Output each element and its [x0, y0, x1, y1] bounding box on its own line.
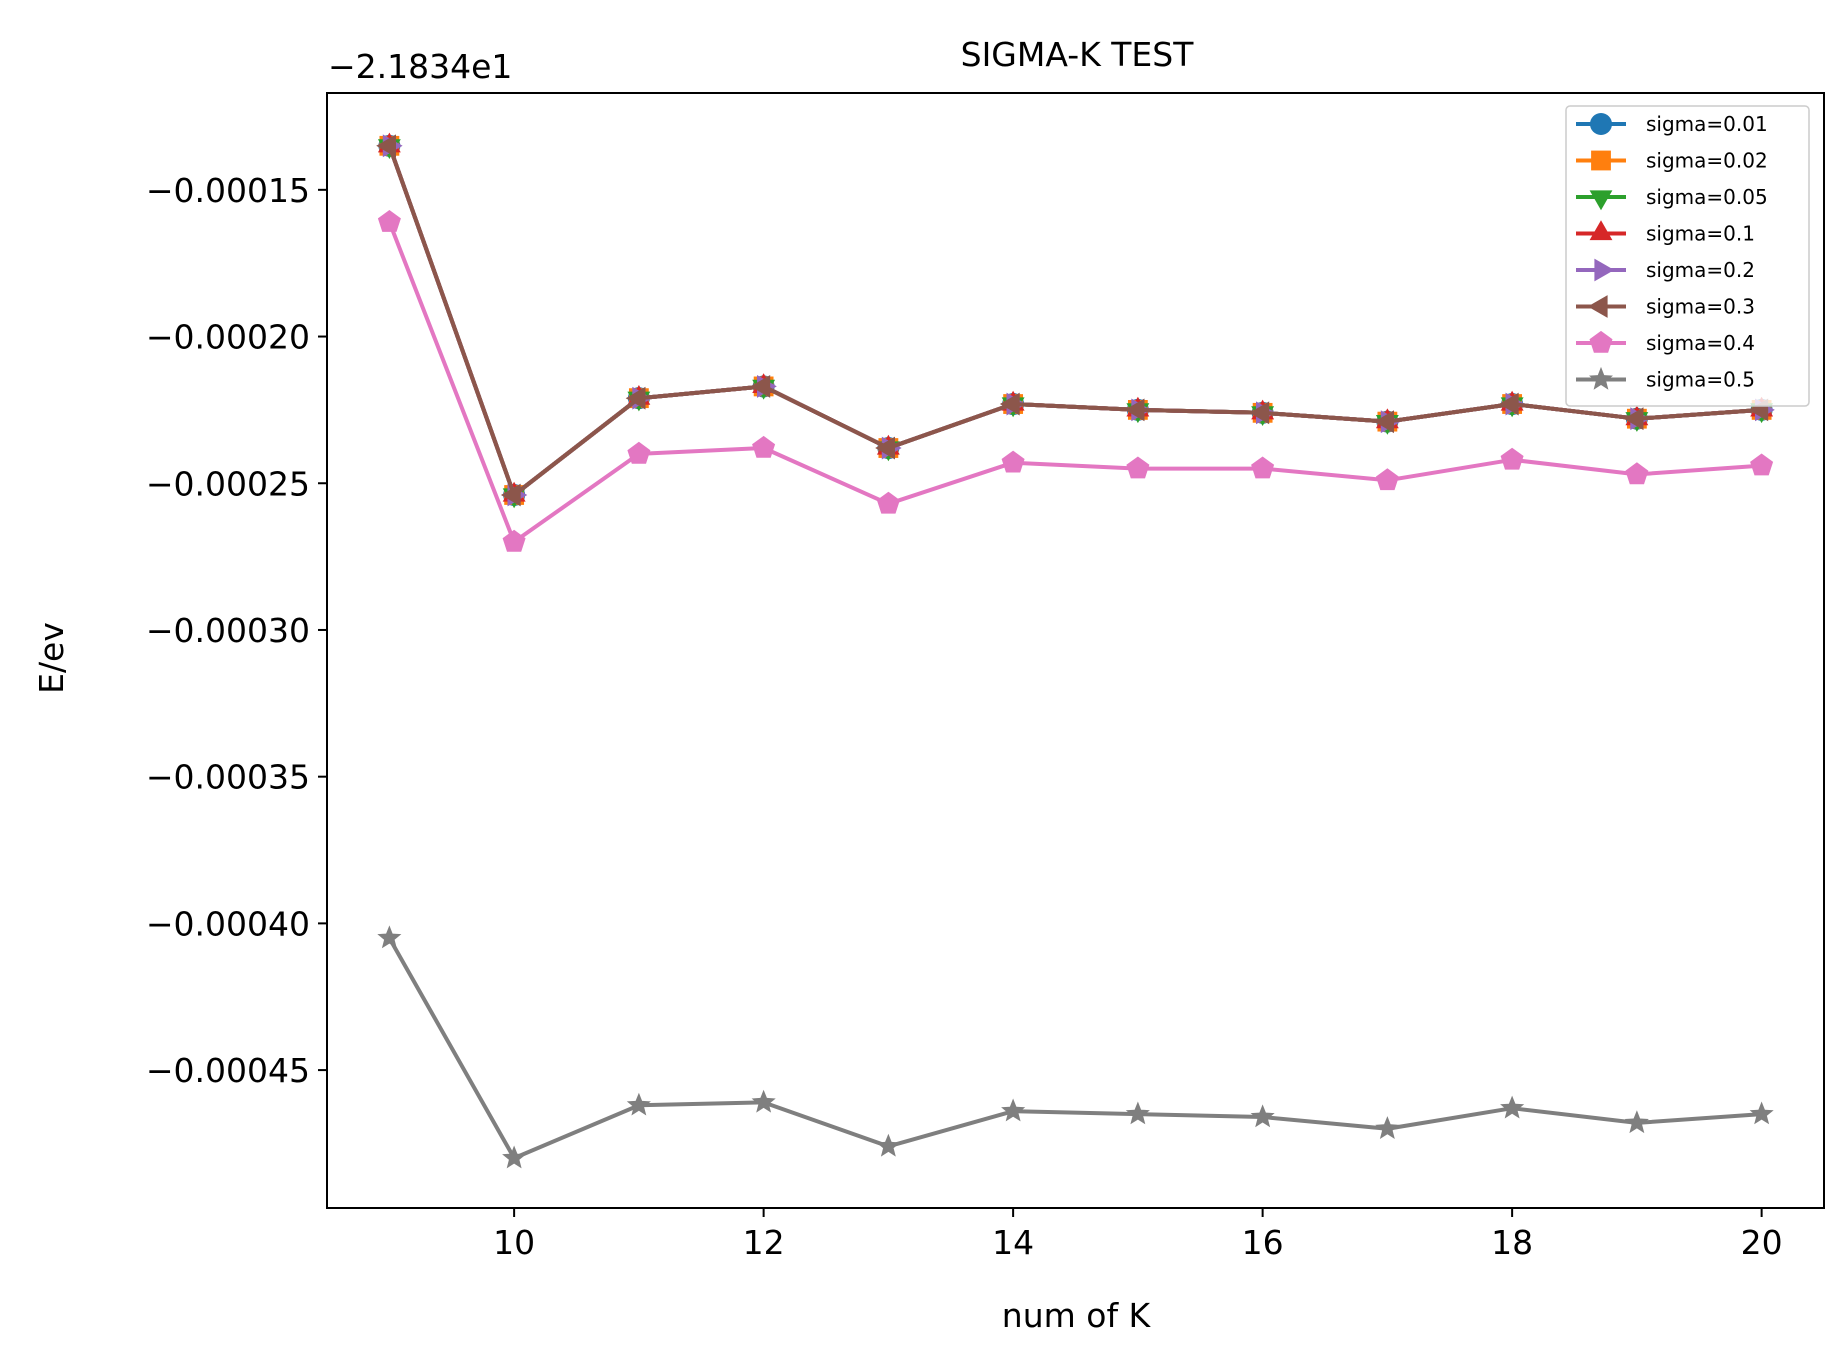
- y-tick-label: −0.00040: [146, 904, 310, 943]
- x-tick-label: 14: [992, 1223, 1034, 1262]
- data-point: [876, 1133, 901, 1157]
- data-point: [876, 491, 900, 514]
- x-tick-label: 20: [1741, 1223, 1783, 1262]
- data-point: [377, 210, 401, 232]
- x-tick-label: 12: [743, 1223, 785, 1262]
- data-point: [1001, 1098, 1026, 1122]
- data-point: [1001, 450, 1025, 473]
- data-point: [1624, 1110, 1649, 1134]
- data-point: [1625, 462, 1649, 485]
- data-point: [999, 392, 1020, 416]
- y-tick-label: −0.00020: [146, 318, 310, 357]
- legend-box: [1565, 105, 1810, 407]
- series-sigma=0.5: [377, 925, 1774, 1169]
- data-point: [752, 435, 776, 458]
- x-tick-label: 16: [1242, 1223, 1284, 1262]
- legend-item: sigma=0.01: [1576, 112, 1768, 136]
- legend-marker: [1589, 330, 1613, 353]
- x-tick-label: 10: [493, 1223, 535, 1262]
- data-point: [875, 436, 895, 460]
- y-tick-label: −0.00035: [146, 758, 310, 797]
- legend-marker: [1589, 220, 1613, 241]
- legend-item: sigma=0.5: [1576, 366, 1755, 392]
- legend-label: sigma=0.1: [1646, 222, 1755, 246]
- data-point: [750, 375, 771, 398]
- legend: sigma=0.01 sigma=0.02 sigma=0.05 sigma=0.1 s…: [1565, 105, 1810, 407]
- data-point: [1750, 453, 1774, 476]
- legend-marker: [1591, 150, 1611, 171]
- data-point: [1749, 1101, 1774, 1125]
- y-offset-label: −2.1834e1: [328, 47, 512, 86]
- data-point: [1375, 468, 1399, 491]
- legend-item: sigma=0.4: [1576, 330, 1755, 355]
- legend-item: sigma=0.1: [1576, 220, 1755, 246]
- x-tick-label: 18: [1491, 1223, 1533, 1262]
- data-point: [1500, 447, 1524, 470]
- legend-marker: [1589, 366, 1613, 390]
- data-point: [502, 1145, 527, 1169]
- legend-marker: [1594, 258, 1615, 282]
- legend-item: sigma=0.3: [1576, 295, 1755, 319]
- data-point: [1374, 410, 1394, 434]
- legend-item: sigma=0.05: [1576, 185, 1768, 211]
- data-point: [1124, 398, 1145, 422]
- y-tick-label: −0.00025: [146, 464, 310, 503]
- data-point: [625, 386, 646, 410]
- data-point: [627, 441, 651, 464]
- y-tick-label: −0.00030: [146, 611, 310, 650]
- data-point: [502, 529, 526, 552]
- series-line: [387, 221, 1762, 544]
- legend-label: sigma=0.5: [1646, 368, 1755, 392]
- data-point: [1125, 1101, 1150, 1125]
- data-point: [751, 1089, 776, 1113]
- x-axis-label: num of K: [1002, 1296, 1152, 1335]
- legend-item: sigma=0.2: [1576, 258, 1755, 282]
- series-sigma=0.3: [376, 134, 1769, 507]
- data-point: [1126, 456, 1150, 479]
- data-point: [626, 1092, 651, 1116]
- x-axis: 10 12 14 16 18 20: [493, 1208, 1783, 1262]
- legend-label: sigma=0.2: [1646, 258, 1755, 282]
- data-point: [1500, 1095, 1525, 1119]
- data-point: [1498, 392, 1519, 416]
- y-axis: −0.00015 −0.00020 −0.00025 −0.00030 −0.00035…: [146, 171, 327, 1090]
- legend-item: sigma=0.02: [1576, 149, 1768, 173]
- legend-label: sigma=0.02: [1646, 149, 1768, 173]
- series-line: [387, 937, 1762, 1161]
- legend-label: sigma=0.4: [1646, 331, 1755, 355]
- legend-label: sigma=0.05: [1646, 185, 1768, 209]
- y-axis-label: E/ev: [32, 622, 71, 694]
- data-point: [377, 925, 402, 949]
- legend-label: sigma=0.01: [1646, 112, 1768, 136]
- series-line: [387, 145, 1762, 497]
- data-point: [1249, 401, 1270, 425]
- legend-marker: [1587, 295, 1608, 318]
- legend-marker: [1590, 113, 1612, 135]
- data-point: [1251, 456, 1275, 479]
- data-point: [500, 483, 521, 507]
- data-point: [376, 134, 396, 158]
- data-point: [1375, 1116, 1400, 1139]
- series-sigma=0.4: [377, 210, 1774, 552]
- chart-title: SIGMA-K TEST: [961, 35, 1195, 74]
- legend-marker: [1589, 190, 1613, 211]
- data-point: [1250, 1104, 1275, 1128]
- y-tick-label: −0.00045: [146, 1051, 310, 1090]
- y-tick-label: −0.00015: [146, 171, 310, 210]
- data-point: [1623, 407, 1644, 431]
- legend-label: sigma=0.3: [1646, 295, 1755, 319]
- plot-frame: [326, 92, 1825, 1209]
